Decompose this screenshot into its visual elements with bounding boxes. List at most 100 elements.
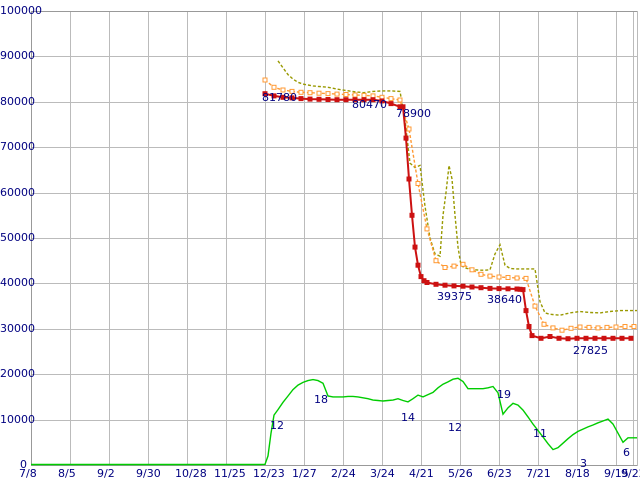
series-marker-price-main	[529, 333, 535, 339]
series-marker-price-main	[412, 244, 418, 250]
point-annotation: 39375	[437, 290, 472, 303]
series-marker-price-upper-dashed	[577, 324, 583, 330]
series-marker-price-upper-dashed	[289, 88, 295, 94]
series-marker-price-main	[628, 335, 634, 341]
point-annotation: 19	[497, 388, 511, 401]
y-tick-label: 80000	[0, 94, 35, 108]
y-tick-label: 20000	[0, 367, 35, 381]
series-marker-price-main	[298, 96, 304, 102]
x-tick-label: 9/15	[604, 467, 629, 480]
series-marker-price-upper-dashed	[613, 324, 619, 330]
series-marker-price-upper-dashed	[406, 126, 412, 132]
series-marker-price-main	[451, 283, 457, 289]
series-marker-price-main	[565, 336, 571, 342]
series-marker-price-upper-dashed	[451, 263, 457, 269]
x-tick-label: 9/2	[97, 467, 115, 480]
x-tick-label: 8/18	[565, 467, 590, 480]
series-marker-price-main	[307, 96, 313, 102]
series-marker-price-upper-dashed	[424, 226, 430, 232]
x-tick-label: 5/26	[448, 467, 473, 480]
x-tick-label: 6/23	[487, 467, 512, 480]
series-marker-price-upper-dashed	[586, 324, 592, 330]
series-marker-price-upper-dashed	[298, 89, 304, 95]
x-tick-label: 12/23	[253, 467, 285, 480]
point-annotation: 12	[448, 421, 462, 434]
series-marker-price-main	[400, 104, 406, 110]
series-marker-price-main	[271, 93, 277, 99]
x-tick-label: 2/24	[331, 467, 356, 480]
y-tick-label: 70000	[0, 140, 35, 154]
series-marker-price-upper-dashed	[550, 325, 556, 331]
point-annotation: 12	[270, 419, 284, 432]
series-marker-price-upper-dashed	[604, 324, 610, 330]
series-marker-price-main	[388, 101, 394, 107]
series-marker-price-main	[442, 282, 448, 288]
series-marker-price-upper-dashed	[568, 325, 574, 331]
series-marker-price-upper-dashed	[433, 258, 439, 264]
y-tick-label: 10000	[0, 412, 35, 426]
y-tick-label: 90000	[0, 49, 35, 63]
series-marker-price-main	[334, 97, 340, 103]
series-marker-price-main	[523, 308, 529, 314]
x-tick-label: 7/8	[19, 467, 37, 480]
point-annotation: 78900	[396, 107, 431, 120]
x-tick-label: 7/21	[526, 467, 551, 480]
series-marker-price-main	[538, 335, 544, 341]
x-tick-label: 9/22	[621, 467, 640, 480]
series-marker-price-main	[520, 287, 526, 293]
series-line-price-outer-dashed	[277, 60, 637, 316]
series-marker-price-upper-dashed	[622, 324, 628, 329]
x-tick-label: 10/28	[175, 467, 207, 480]
series-marker-price-upper-dashed	[343, 92, 349, 97]
series-marker-price-upper-dashed	[271, 84, 277, 90]
series-marker-price-upper-dashed	[595, 325, 601, 331]
y-tick-label: 60000	[0, 185, 35, 199]
series-marker-price-main	[574, 335, 580, 341]
series-marker-price-main	[505, 286, 511, 292]
series-marker-price-main	[361, 97, 367, 103]
series-marker-price-main	[526, 324, 532, 329]
series-marker-price-main	[262, 91, 268, 97]
series-marker-price-main	[409, 212, 415, 218]
series-marker-price-main	[556, 335, 562, 341]
series-marker-price-main	[352, 97, 358, 103]
series-marker-price-upper-dashed	[307, 90, 313, 96]
series-marker-price-main	[289, 95, 295, 101]
x-tick-label: 3/24	[370, 467, 395, 480]
point-annotation: 14	[401, 411, 415, 424]
point-annotation: 11	[533, 427, 547, 440]
series-marker-price-upper-dashed	[514, 275, 520, 281]
series-marker-price-upper-dashed	[478, 271, 484, 277]
point-annotation: 80470	[352, 98, 387, 111]
point-annotation: 27825	[573, 344, 608, 357]
y-tick-label: 0	[20, 458, 27, 471]
x-tick-label: 4/21	[409, 467, 434, 480]
point-annotation: 38640	[487, 293, 522, 306]
series-marker-price-main	[406, 176, 412, 182]
series-marker-price-main	[403, 135, 409, 141]
series-marker-price-main	[460, 283, 466, 289]
point-annotation: 6	[623, 446, 630, 459]
series-marker-price-upper-dashed	[415, 181, 421, 186]
series-marker-price-upper-dashed	[316, 90, 322, 96]
x-tick-label: 11/25	[214, 467, 246, 480]
series-marker-price-upper-dashed	[487, 273, 493, 279]
x-tick-label: 9/30	[136, 467, 161, 480]
series-marker-price-upper-dashed	[505, 275, 511, 280]
y-tick-label: 30000	[0, 321, 35, 335]
series-marker-price-main	[469, 284, 475, 290]
series-marker-price-main	[547, 334, 553, 339]
y-tick-label: 50000	[0, 231, 35, 244]
series-marker-price-main	[280, 94, 286, 100]
series-marker-price-main	[379, 98, 385, 104]
series-marker-price-main	[343, 97, 349, 103]
series-marker-price-upper-dashed	[280, 87, 286, 93]
series-marker-price-main	[610, 335, 616, 341]
series-marker-price-upper-dashed	[442, 265, 448, 270]
series-marker-price-main	[601, 335, 607, 341]
series-marker-price-upper-dashed	[325, 91, 331, 97]
y-tick-label: 40000	[0, 276, 35, 290]
series-marker-price-upper-dashed	[631, 324, 637, 329]
